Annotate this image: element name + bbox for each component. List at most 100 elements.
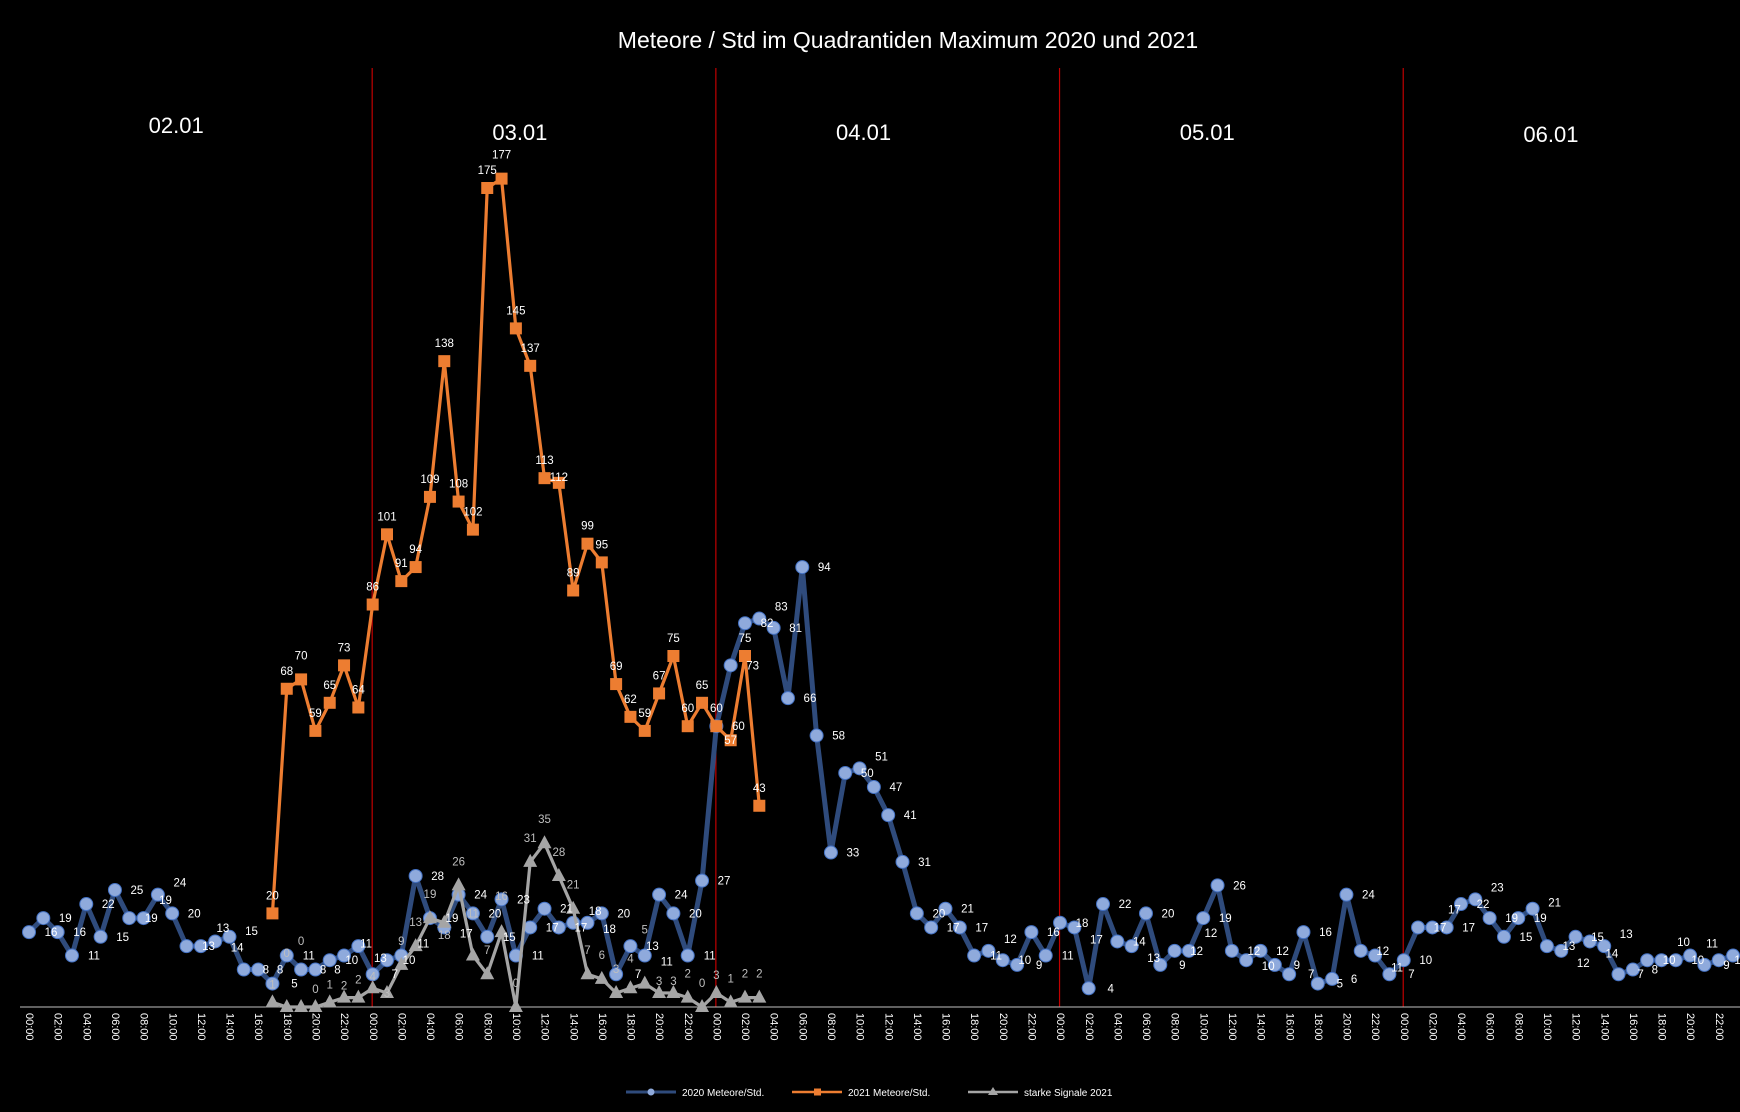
data-label: 3 bbox=[670, 976, 676, 988]
data-label: 18 bbox=[589, 906, 602, 918]
data-point-2020 bbox=[666, 906, 681, 921]
data-point-signale bbox=[408, 938, 423, 952]
data-point-2021 bbox=[739, 650, 751, 662]
data-point-2021 bbox=[466, 523, 479, 536]
data-label: 13 bbox=[216, 923, 229, 935]
data-point-2020 bbox=[1396, 953, 1411, 968]
data-label: 3 bbox=[613, 964, 619, 976]
data-label: 16 bbox=[495, 891, 508, 903]
data-point-2020 bbox=[1010, 957, 1025, 972]
data-point-2020 bbox=[1253, 943, 1268, 958]
x-tick-label: 00:00 bbox=[1398, 1013, 1410, 1041]
data-point-signale bbox=[337, 989, 352, 1003]
data-label: 60 bbox=[710, 703, 723, 715]
x-tick-label: 08:00 bbox=[1169, 1013, 1181, 1041]
data-point-signale bbox=[365, 980, 380, 994]
data-point-2020 bbox=[1611, 967, 1626, 982]
data-point-2020 bbox=[1325, 971, 1340, 986]
data-label: 177 bbox=[492, 150, 511, 162]
data-label: 73 bbox=[338, 642, 351, 654]
data-point-signale bbox=[738, 989, 752, 1003]
data-label: 10 bbox=[1691, 955, 1704, 967]
data-point-signale bbox=[680, 989, 695, 1003]
data-point-2020 bbox=[766, 620, 781, 635]
x-tick-label: 20:00 bbox=[997, 1013, 1009, 1041]
data-point-2020 bbox=[537, 901, 552, 916]
data-point-2020 bbox=[208, 934, 223, 949]
data-point-2020 bbox=[236, 962, 251, 977]
data-point-2020 bbox=[1640, 953, 1655, 968]
data-label: 8 bbox=[334, 965, 340, 977]
data-point-2021 bbox=[567, 584, 580, 597]
data-point-2020 bbox=[1382, 967, 1397, 982]
data-point-2020 bbox=[909, 906, 924, 921]
x-tick-label: 14:00 bbox=[1598, 1013, 1610, 1041]
data-point-2020 bbox=[995, 953, 1010, 968]
data-label: 9 bbox=[398, 936, 404, 948]
data-point-signale bbox=[609, 984, 624, 998]
data-point-2020 bbox=[1525, 901, 1540, 916]
data-point-2020 bbox=[1668, 953, 1683, 968]
data-label: 8 bbox=[263, 965, 269, 977]
data-label: 47 bbox=[889, 782, 902, 794]
data-point-2020 bbox=[1468, 892, 1483, 907]
data-label: 2 bbox=[355, 975, 361, 987]
data-point-signale bbox=[394, 956, 409, 970]
data-label: 20 bbox=[617, 908, 630, 920]
data-label: 60 bbox=[732, 721, 745, 733]
data-label: 11 bbox=[704, 951, 716, 963]
x-tick-label: 10:00 bbox=[854, 1013, 866, 1041]
x-tick-label: 08:00 bbox=[1512, 1013, 1524, 1041]
data-label: 18 bbox=[603, 924, 616, 936]
data-point-2020 bbox=[1024, 925, 1039, 940]
data-point-signale bbox=[437, 914, 452, 928]
data-label: 57 bbox=[724, 735, 737, 747]
data-point-2020 bbox=[1368, 948, 1383, 963]
data-point-2020 bbox=[1124, 939, 1139, 954]
data-point-2020 bbox=[580, 915, 595, 930]
data-point-2020 bbox=[1267, 957, 1282, 972]
data-label: 17 bbox=[574, 922, 587, 934]
data-label: 65 bbox=[696, 680, 709, 692]
data-label: 6 bbox=[1351, 974, 1357, 986]
data-label: 70 bbox=[295, 650, 308, 662]
data-label: 20 bbox=[1162, 908, 1175, 920]
data-label: 18 bbox=[438, 930, 451, 942]
day-labels: 02.01 03.01 04.01 05.01 06.01 bbox=[149, 113, 1579, 147]
data-label: 11 bbox=[417, 939, 429, 951]
data-point-signale bbox=[322, 994, 337, 1008]
data-point-2020 bbox=[967, 948, 982, 963]
x-tick-label: 14:00 bbox=[224, 1013, 236, 1041]
data-label: 2 bbox=[742, 969, 748, 981]
data-label: 1 bbox=[727, 973, 733, 985]
data-label: 3 bbox=[656, 976, 662, 988]
data-label: 17 bbox=[1462, 922, 1475, 934]
x-tick-label: 06:00 bbox=[109, 1013, 121, 1041]
data-point-2020 bbox=[1511, 911, 1526, 926]
data-label: 26 bbox=[1233, 880, 1246, 892]
data-label: 62 bbox=[624, 694, 637, 706]
data-point-2020 bbox=[881, 808, 896, 823]
x-tick-label: 02:00 bbox=[52, 1013, 64, 1041]
data-point-2020 bbox=[1597, 939, 1612, 954]
data-point-2020 bbox=[609, 967, 624, 982]
x-tick-label: 12:00 bbox=[882, 1013, 894, 1041]
data-label: 21 bbox=[560, 904, 573, 916]
x-tick-label: 14:00 bbox=[911, 1013, 923, 1041]
data-label: 94 bbox=[409, 544, 422, 556]
data-label: 28 bbox=[431, 871, 444, 883]
data-label: 10 bbox=[1419, 955, 1432, 967]
day-label: 06.01 bbox=[1523, 122, 1578, 147]
data-label: 7 bbox=[635, 969, 641, 981]
data-label: 12 bbox=[1004, 934, 1017, 946]
data-point-2020 bbox=[1224, 943, 1239, 958]
data-point-2020 bbox=[1153, 957, 1168, 972]
data-point-2021 bbox=[538, 472, 551, 485]
data-point-2020 bbox=[1282, 967, 1297, 982]
data-point-2020 bbox=[93, 929, 108, 944]
data-point-2021 bbox=[552, 476, 565, 489]
x-tick-label: 00:00 bbox=[710, 1013, 722, 1041]
x-tick-label: 18:00 bbox=[625, 1013, 637, 1041]
x-tick-label: 16:00 bbox=[1627, 1013, 1639, 1041]
